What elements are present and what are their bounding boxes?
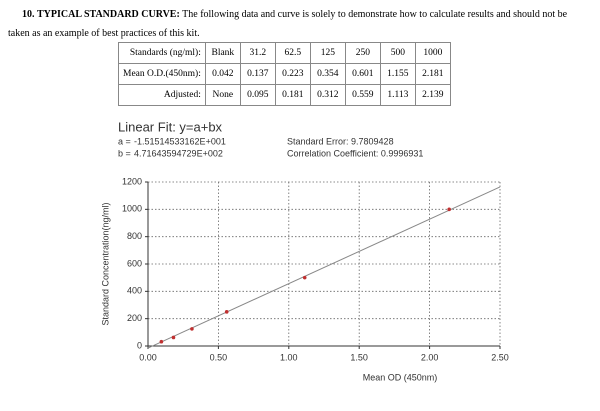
table-row: Standards (ng/ml): Blank 31.2 62.5 125 250 500…	[118, 42, 451, 64]
y-tick-label: 200	[127, 313, 142, 323]
y-tick-label: 400	[127, 286, 142, 296]
fit-name: b =	[118, 148, 131, 158]
y-tick-label: 1200	[122, 176, 142, 186]
header-number: 10.	[22, 9, 35, 20]
data-point	[224, 310, 229, 314]
data-point	[302, 275, 307, 280]
data-table: Standards (ng/ml): Blank 31.2 62.5 125 250 500…	[118, 42, 451, 106]
x-tick-label: 0.50	[210, 352, 228, 362]
header-title: TYPICAL STANDARD CURVE:	[37, 9, 180, 20]
table-cell: 0.559	[344, 84, 381, 106]
fit-value: -1.51514533162E+001	[134, 136, 226, 146]
stat: Standard Error: 9.7809428	[287, 136, 394, 146]
y-tick-label: 600	[127, 258, 142, 268]
x-tick-label: 2.00	[421, 352, 439, 362]
y-tick-label: 800	[127, 231, 142, 241]
table-cell: Adjusted:	[118, 84, 206, 106]
table-cell: 0.312	[309, 84, 346, 106]
x-tick-label: 0.00	[139, 352, 157, 362]
y-tick-label: 1000	[122, 204, 142, 214]
header: 10. TYPICAL STANDARD CURVE: The followin…	[8, 5, 583, 43]
data-point	[159, 339, 164, 344]
data-point	[190, 327, 194, 331]
x-tick-label: 2.50	[491, 352, 509, 362]
x-tick-label: 1.50	[350, 352, 368, 362]
fit-line	[147, 186, 501, 349]
y-tick-label: 0	[137, 340, 142, 350]
data-point	[171, 335, 176, 340]
fit-value: 4.71643594729E+002	[134, 148, 223, 158]
stat: Correlation Coefficient: 0.9996931	[287, 148, 423, 158]
y-axis-label: Standard Concentration(ng/ml)	[100, 202, 110, 325]
table-row: Adjusted: None 0.095 0.181 0.312 0.559 1.113 2.…	[118, 84, 451, 106]
table-cell: None	[204, 84, 241, 106]
data-point	[447, 207, 451, 212]
fit-name: a =	[118, 136, 131, 146]
x-axis-label: Mean OD (450nm)	[363, 372, 438, 382]
header-text: The following data and curve is solely t…	[8, 9, 568, 39]
table-cell: 2.139	[414, 84, 451, 106]
x-tick-label: 1.00	[280, 352, 298, 362]
chart-title: Linear Fit: y=a+bx	[118, 119, 223, 134]
